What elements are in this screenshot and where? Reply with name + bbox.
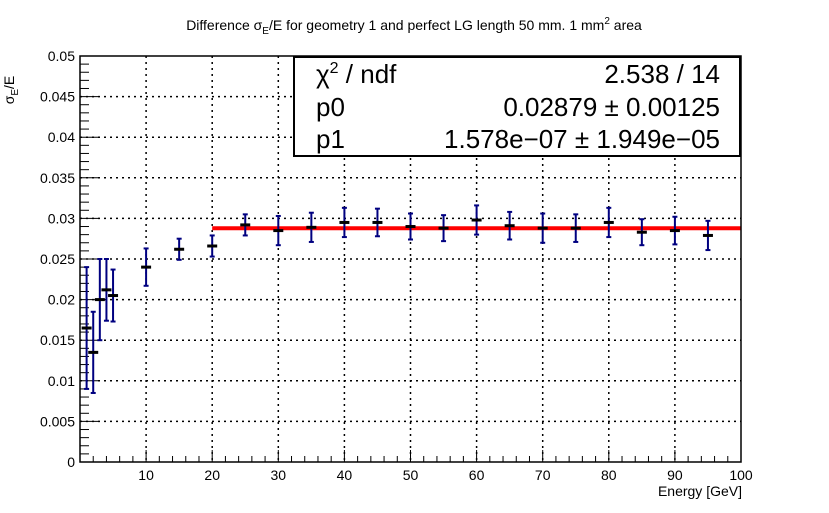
y-tick-label: 0.05 (48, 48, 75, 64)
x-tick-label: 60 (469, 467, 485, 483)
data-point (88, 310, 99, 394)
data-point (174, 237, 185, 261)
x-tick-label: 90 (667, 467, 683, 483)
y-tick-label: 0.01 (48, 373, 75, 389)
stats-box-frame (293, 56, 741, 157)
data-point (570, 213, 581, 243)
data-point (273, 214, 284, 247)
data-point (306, 211, 317, 243)
data-point (471, 204, 482, 236)
data-point (108, 268, 119, 323)
y-axis-title: σE/E (1, 76, 21, 105)
y-tick-label: 0.005 (40, 413, 75, 429)
data-point (141, 247, 152, 287)
stats-label-p1: p1 (316, 124, 345, 154)
stats-value-chi2: 2.538 / 14 (604, 59, 720, 89)
data-point (603, 206, 614, 239)
x-axis-title: Energy [GeV] (658, 483, 742, 499)
data-point (636, 218, 647, 247)
x-tick-label: 10 (138, 467, 154, 483)
y-tick-label: 0.02 (48, 292, 75, 308)
data-point (101, 258, 112, 322)
data-point (207, 234, 218, 258)
data-point (702, 219, 713, 252)
data-point (81, 266, 92, 390)
y-tick-label: 0.035 (40, 170, 75, 186)
data-point (405, 212, 416, 241)
y-tick-label: 0 (67, 454, 75, 470)
data-point (537, 212, 548, 244)
x-tick-label: 70 (535, 467, 551, 483)
data-layer (81, 204, 713, 394)
data-point (240, 213, 251, 237)
data-point (94, 258, 105, 342)
stats-value-p0: 0.02879 ± 0.00125 (503, 92, 720, 122)
stats-value-p1: 1.578e−07 ± 1.949e−05 (444, 124, 720, 154)
x-tick-label: 100 (729, 467, 753, 483)
y-tick-label: 0.015 (40, 332, 75, 348)
x-tick-label: 40 (337, 467, 353, 483)
y-tick-label: 0.045 (40, 89, 75, 105)
stats-label-chi2: χ2 / ndf (316, 59, 397, 89)
y-tick-label: 0.04 (48, 129, 75, 145)
chart-title: Difference σE/E for geometry 1 and perfe… (186, 16, 642, 37)
y-tick-label: 0.025 (40, 251, 75, 267)
x-tick-label: 80 (601, 467, 617, 483)
data-point (438, 214, 449, 243)
data-point (372, 207, 383, 238)
x-tick-label: 20 (204, 467, 220, 483)
tick-labels: 10 20 30 40 50 60 70 80 90 100 0 0.005 0.01 0.015 0.02… (40, 48, 753, 483)
x-tick-label: 30 (271, 467, 287, 483)
data-point (504, 210, 515, 241)
y-tick-label: 0.03 (48, 210, 75, 226)
data-point (669, 215, 680, 246)
stats-box: χ2 / ndf 2.538 / 14 p0 0.02879 ± 0.00125… (293, 56, 741, 157)
data-point (339, 206, 350, 239)
stats-label-p0: p0 (316, 92, 345, 122)
x-tick-label: 50 (403, 467, 419, 483)
